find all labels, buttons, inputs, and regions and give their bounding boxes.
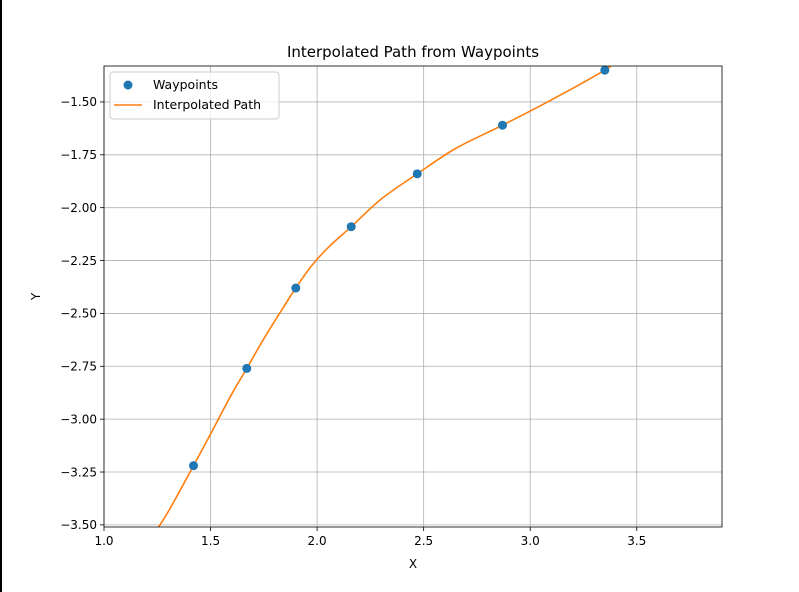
window-left-edge — [0, 0, 2, 592]
y-tick-label: −2.00 — [60, 201, 97, 215]
y-tick-label: −1.50 — [60, 95, 97, 109]
x-tick-label: 3.0 — [521, 534, 540, 548]
y-axis-label: Y — [29, 292, 43, 301]
waypoint-marker — [498, 120, 508, 130]
grid-lines — [103, 66, 722, 527]
waypoint-marker — [189, 461, 199, 471]
waypoint-marker — [291, 283, 301, 293]
x-tick-label: 2.0 — [308, 534, 327, 548]
legend: Waypoints Interpolated Path — [109, 71, 280, 120]
waypoint-marker — [412, 169, 422, 179]
y-tick-label: −3.00 — [60, 412, 97, 426]
waypoint-marker — [346, 222, 356, 232]
y-tick-label: −3.25 — [60, 465, 97, 479]
x-tick-label: 2.5 — [414, 534, 433, 548]
y-axis-ticks: −3.50 −3.25 −3.00 −2.75 −2.50 −2.25 −2.00 −1.75… — [60, 95, 104, 532]
plot-area — [157, 66, 612, 527]
x-tick-label: 1.0 — [94, 534, 113, 548]
y-tick-label: −1.75 — [60, 148, 97, 162]
y-tick-label: −3.50 — [60, 518, 97, 532]
legend-marker-waypoints — [123, 80, 133, 90]
x-tick-label: 1.5 — [201, 534, 220, 548]
waypoint-marker — [242, 363, 252, 373]
waypoint-marker — [600, 66, 610, 75]
chart-title: Interpolated Path from Waypoints — [287, 43, 539, 61]
legend-label-interpolated-path: Interpolated Path — [153, 97, 261, 112]
series-line-interpolated-path — [157, 66, 612, 527]
y-tick-label: −2.75 — [60, 360, 97, 374]
x-axis-label: X — [409, 557, 417, 571]
y-tick-label: −2.25 — [60, 254, 97, 268]
legend-label-waypoints: Waypoints — [153, 77, 218, 92]
x-tick-label: 3.5 — [627, 534, 646, 548]
y-tick-label: −2.50 — [60, 307, 97, 321]
legend-box — [109, 71, 280, 120]
x-axis-ticks: 1.0 1.5 2.0 2.5 3.0 3.5 — [94, 527, 646, 548]
plot-frame — [103, 65, 723, 528]
